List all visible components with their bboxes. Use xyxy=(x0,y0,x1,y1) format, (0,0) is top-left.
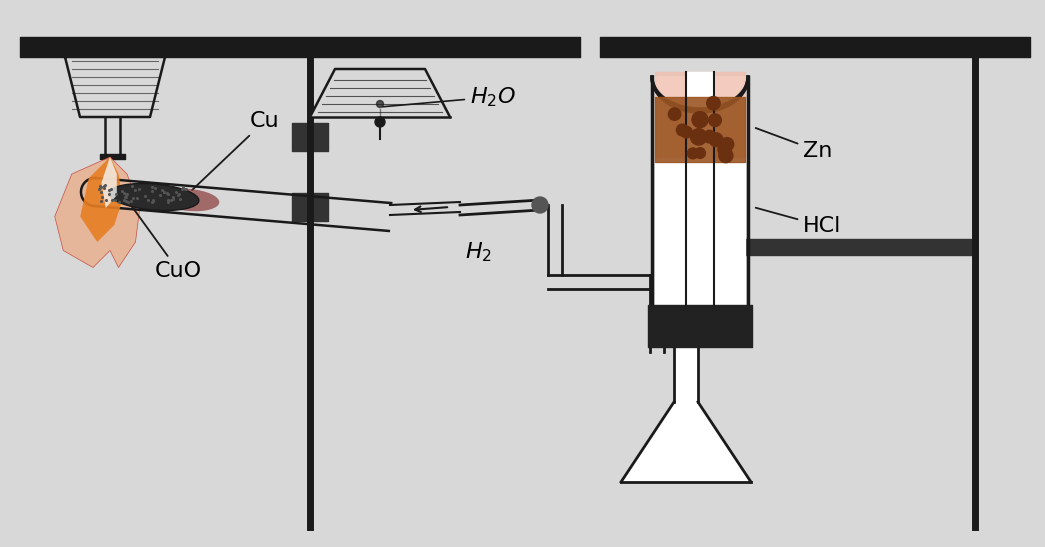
Circle shape xyxy=(719,149,733,162)
Circle shape xyxy=(532,197,548,213)
Text: Cu: Cu xyxy=(192,111,280,190)
Polygon shape xyxy=(95,192,390,217)
Circle shape xyxy=(710,133,723,147)
Text: $H_2O$: $H_2O$ xyxy=(382,85,516,109)
Circle shape xyxy=(720,138,734,151)
Text: Zn: Zn xyxy=(756,128,833,161)
Circle shape xyxy=(695,148,705,159)
Circle shape xyxy=(680,126,693,138)
Circle shape xyxy=(692,112,709,127)
Text: CuO: CuO xyxy=(126,199,202,281)
Text: HCl: HCl xyxy=(756,208,841,236)
Circle shape xyxy=(703,130,716,143)
Polygon shape xyxy=(621,402,751,482)
Ellipse shape xyxy=(160,189,219,211)
Polygon shape xyxy=(310,69,450,117)
Circle shape xyxy=(718,139,730,152)
Circle shape xyxy=(691,129,706,145)
Circle shape xyxy=(688,148,698,159)
Polygon shape xyxy=(65,57,165,117)
Polygon shape xyxy=(652,77,748,109)
Circle shape xyxy=(706,96,720,110)
Circle shape xyxy=(669,108,680,120)
Polygon shape xyxy=(54,157,140,267)
Circle shape xyxy=(375,117,385,127)
Circle shape xyxy=(718,143,732,156)
Text: $H_2$: $H_2$ xyxy=(465,240,492,264)
Circle shape xyxy=(676,124,689,136)
Polygon shape xyxy=(80,157,122,242)
Polygon shape xyxy=(101,157,117,208)
Circle shape xyxy=(376,101,384,108)
Circle shape xyxy=(709,114,721,126)
Ellipse shape xyxy=(109,183,199,211)
